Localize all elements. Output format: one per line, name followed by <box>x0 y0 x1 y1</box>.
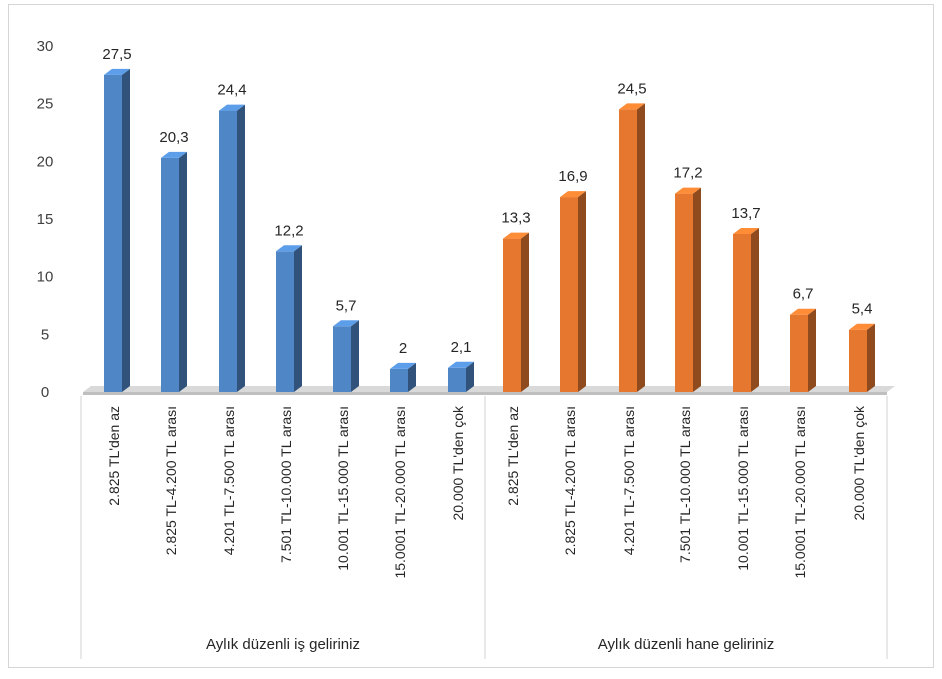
data-label: 5,4 <box>852 301 873 318</box>
bar <box>161 157 179 392</box>
category-label: 2.825 TL'den az <box>106 406 122 506</box>
bar-side <box>237 104 245 392</box>
group-label: Aylık düzenli iş geliriniz <box>206 636 360 653</box>
bar <box>849 329 867 392</box>
group-label: Aylık düzenli hane geliriniz <box>598 636 775 653</box>
y-tick-label: 15 <box>37 211 54 228</box>
y-tick-label: 10 <box>37 269 54 286</box>
bar-side <box>466 361 474 392</box>
bar <box>619 109 637 392</box>
bar-top <box>104 68 130 75</box>
data-label: 5,7 <box>336 297 357 314</box>
bar-chart: 0 5 10 15 20 25 30 27,5 20,3 24,4 12,2 5,7 2 2,1 13,3… <box>37 38 895 659</box>
bar-top <box>675 187 701 194</box>
floor-top <box>83 386 895 392</box>
y-tick-label: 5 <box>41 326 49 343</box>
category-label: 7.501 TL-10.000 TL arası <box>278 406 294 563</box>
category-label: 15.0001 TL-20.000 TL arası <box>792 406 808 579</box>
category-label: 4.201 TL-7.500 TL arası <box>621 406 637 555</box>
data-label: 24,4 <box>217 82 246 99</box>
bar-side <box>122 68 130 393</box>
bar-top <box>448 361 474 368</box>
data-labels: 27,5 20,3 24,4 12,2 5,7 2 2,1 13,3 16,9 24,5 17,2 1… <box>102 46 872 357</box>
data-label: 13,7 <box>731 205 760 222</box>
y-tick-label: 20 <box>37 153 54 170</box>
data-label: 6,7 <box>793 286 814 303</box>
bar <box>276 251 294 392</box>
y-axis: 0 5 10 15 20 25 30 <box>37 38 54 401</box>
bar <box>333 326 351 392</box>
bar-top <box>276 245 302 252</box>
category-label: 2.825 TL-4.200 TL arası <box>163 406 179 555</box>
bar-side <box>521 232 529 392</box>
x-axis: 2.825 TL'den az 2.825 TL-4.200 TL arası 4.… <box>80 396 888 659</box>
category-label: 10.001 TL-15.000 TL arası <box>335 406 351 571</box>
data-label: 12,2 <box>274 222 303 239</box>
bar-top <box>560 191 586 198</box>
bar-side <box>179 151 187 392</box>
category-label: 2.825 TL-4.200 TL arası <box>562 406 578 555</box>
bar-top <box>619 103 645 110</box>
bar-side <box>751 227 759 392</box>
bar-top <box>390 362 416 369</box>
bar-top <box>849 323 875 330</box>
bar-side <box>408 362 416 392</box>
y-tick-label: 0 <box>41 384 49 401</box>
data-label: 2 <box>399 340 407 357</box>
bar-top <box>161 151 187 158</box>
bar <box>733 233 751 392</box>
bar <box>390 368 408 392</box>
category-label: 10.001 TL-15.000 TL arası <box>735 406 751 571</box>
data-label: 27,5 <box>102 46 131 63</box>
y-tick-label: 25 <box>37 96 54 113</box>
bar-top <box>219 104 245 111</box>
bar-top <box>790 308 816 315</box>
bar-side <box>693 187 701 392</box>
bar-top <box>503 232 529 239</box>
bar-side <box>808 308 816 392</box>
bar <box>448 367 466 392</box>
bar <box>790 314 808 392</box>
bar-side <box>351 320 359 392</box>
bar-side <box>637 103 645 392</box>
data-label: 16,9 <box>558 168 587 185</box>
data-label: 17,2 <box>673 165 702 182</box>
bar <box>675 193 693 392</box>
bar <box>560 197 578 392</box>
bar-top <box>333 320 359 327</box>
y-tick-label: 30 <box>37 38 54 55</box>
data-label: 24,5 <box>617 80 646 97</box>
data-label: 13,3 <box>501 210 530 227</box>
bar <box>104 74 122 392</box>
bar-side <box>867 323 875 392</box>
floor-front <box>83 392 887 395</box>
bar <box>503 238 521 392</box>
category-label: 7.501 TL-10.000 TL arası <box>677 406 693 563</box>
category-label: 20.000 TL'den çok <box>851 405 867 521</box>
bar <box>219 110 237 392</box>
chart-floor <box>83 386 895 395</box>
bar-top <box>733 227 759 234</box>
category-label: 20.000 TL'den çok <box>450 405 466 521</box>
category-label: 4.201 TL-7.500 TL arası <box>221 406 237 555</box>
category-label: 2.825 TL'den az <box>505 406 521 506</box>
bars <box>104 68 875 393</box>
bar-side <box>294 245 302 392</box>
bar-side <box>578 191 586 392</box>
category-label: 15.0001 TL-20.000 TL arası <box>392 406 408 579</box>
data-label: 2,1 <box>451 339 472 356</box>
chart-frame: 0 5 10 15 20 25 30 27,5 20,3 24,4 12,2 5,7 2 2,1 13,3… <box>8 4 934 668</box>
data-label: 20,3 <box>159 129 188 146</box>
